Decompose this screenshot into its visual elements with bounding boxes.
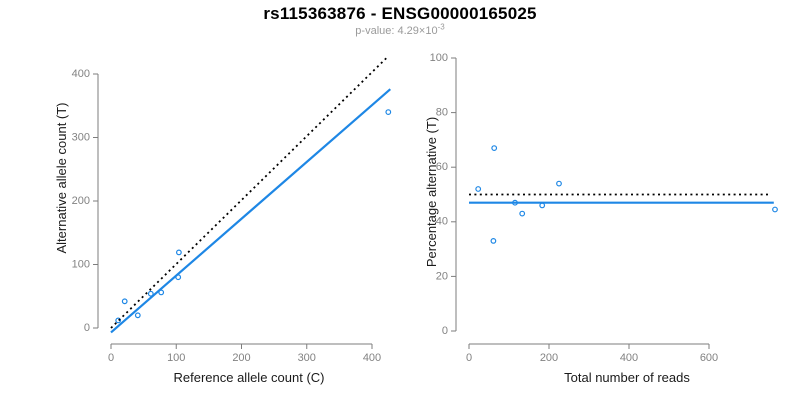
data-point (490, 237, 497, 244)
plot-title: rs115363876 - ENSG00000165025 (263, 4, 537, 23)
data-point (115, 317, 122, 324)
y-tick-label: 0 (84, 322, 90, 334)
data-point (121, 298, 128, 305)
y-tick-label: 0 (442, 325, 448, 337)
y-tick-label: 80 (436, 107, 448, 119)
data-point (491, 145, 498, 152)
identity-line (110, 55, 389, 329)
y-tick-label: 60 (436, 161, 448, 173)
y-tick-label: 100 (72, 258, 90, 270)
data-point (519, 210, 526, 217)
y-axis-title: Alternative allele count (T) (54, 102, 69, 253)
x-axis-title: Total number of reads (564, 370, 690, 385)
x-tick-label: 200 (232, 352, 250, 364)
x-axis-title: Reference allele count (C) (173, 370, 324, 385)
data-point (475, 186, 482, 192)
data-point (147, 290, 154, 297)
data-point (385, 109, 392, 115)
y-tick-label: 300 (72, 131, 90, 143)
data-point (134, 312, 141, 319)
y-tick-label: 20 (436, 270, 448, 282)
x-tick-label: 100 (167, 352, 185, 364)
x-tick-label: 400 (363, 352, 381, 364)
x-tick-label: 400 (620, 352, 638, 364)
x-tick-label: 200 (540, 352, 558, 364)
regression-line (110, 88, 392, 334)
data-point (772, 206, 778, 213)
y-tick-label: 100 (430, 52, 448, 64)
y-tick-label: 40 (436, 216, 448, 228)
data-point (556, 180, 562, 187)
x-tick-label: 0 (108, 352, 114, 364)
pvalue-text: p-value: 4.29×10 (355, 25, 438, 37)
y-axis-title: Percentage alternative (T) (424, 117, 439, 267)
data-point (175, 249, 182, 256)
y-tick-label: 200 (72, 195, 90, 207)
y-tick-label: 400 (72, 68, 90, 80)
plot-subtitle: p-value: 4.29×10-3 (0, 22, 800, 37)
pvalue-exponent: -3 (437, 22, 445, 32)
x-tick-label: 0 (466, 352, 472, 364)
x-tick-label: 300 (298, 352, 316, 364)
x-tick-label: 600 (700, 352, 718, 364)
